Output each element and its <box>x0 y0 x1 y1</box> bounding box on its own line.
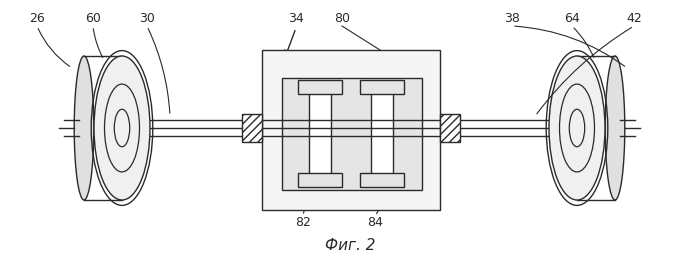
Text: 64: 64 <box>564 12 580 25</box>
Bar <box>282 78 422 190</box>
Text: 60: 60 <box>85 12 101 25</box>
Text: 84: 84 <box>367 215 383 229</box>
Ellipse shape <box>115 109 130 147</box>
Bar <box>298 80 342 94</box>
Bar <box>309 82 331 185</box>
Ellipse shape <box>94 56 150 200</box>
Text: 82: 82 <box>295 215 311 229</box>
Ellipse shape <box>559 84 595 172</box>
Ellipse shape <box>569 109 584 147</box>
Text: 26: 26 <box>29 12 45 25</box>
Ellipse shape <box>549 56 605 200</box>
Text: 42: 42 <box>626 12 642 25</box>
Bar <box>242 114 262 142</box>
Bar <box>360 173 404 187</box>
Bar <box>262 50 440 210</box>
Text: 80: 80 <box>334 12 350 25</box>
Bar <box>298 173 342 187</box>
Text: 30: 30 <box>139 12 155 25</box>
Ellipse shape <box>605 56 625 200</box>
Text: 38: 38 <box>504 12 520 25</box>
Bar <box>360 80 404 94</box>
Text: 34: 34 <box>288 12 304 25</box>
Bar <box>371 82 393 185</box>
Ellipse shape <box>104 84 140 172</box>
Ellipse shape <box>74 56 94 200</box>
Bar <box>440 114 460 142</box>
Text: Фиг. 2: Фиг. 2 <box>325 238 375 253</box>
